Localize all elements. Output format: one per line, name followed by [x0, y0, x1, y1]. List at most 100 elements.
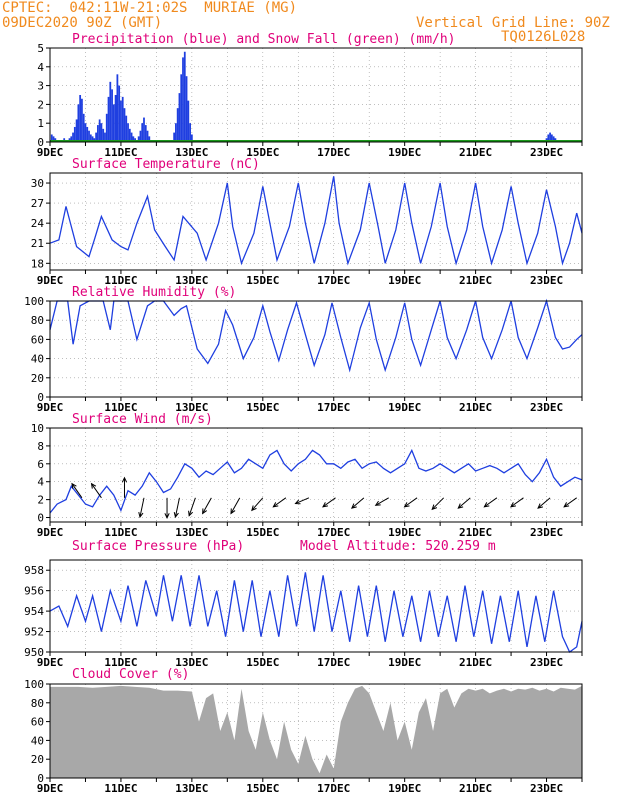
temp-ytick-label: 18: [31, 257, 44, 270]
precip-xtick-label: 17DEC: [317, 146, 350, 159]
wind-vector: [273, 497, 287, 508]
precip-bar: [95, 132, 97, 142]
pres-ytick-label: 954: [24, 605, 44, 618]
precip-bar: [144, 125, 147, 142]
rh-ytick-label: 20: [31, 372, 44, 385]
rh-xtick-label: 21DEC: [459, 401, 492, 414]
precip-xtick-label: 19DEC: [388, 146, 421, 159]
pres-ytick-label: 956: [24, 585, 44, 598]
precip-bar: [89, 134, 92, 142]
rh-frame: [49, 300, 583, 398]
precip-bar: [173, 132, 176, 142]
rh-title: Relative Humidity (%): [72, 285, 236, 300]
precip-bar: [111, 89, 113, 142]
precip-bar: [82, 113, 85, 142]
precip-bar: [91, 136, 94, 142]
temp-xtick-label: 21DEC: [459, 274, 492, 287]
temp-xtick-label: 17DEC: [317, 274, 350, 287]
pres-ytick-label: 958: [24, 564, 44, 577]
wind-vector-head: [188, 510, 194, 517]
wind-vector-head: [403, 502, 410, 508]
wind-vector-head: [351, 503, 357, 509]
precip-ytick-label: 3: [37, 80, 44, 93]
precip-bar: [175, 123, 177, 142]
header-run-time: 09DEC2020 90Z (GMT): [2, 15, 163, 31]
precip-bar: [70, 136, 73, 142]
wind-vector-head: [563, 502, 570, 508]
temp-title: Surface Temperature (nC): [72, 157, 260, 172]
cloud-panel: Cloud Cover (%) 0 20 40 60 80 100 9DEC 11DEC 13DE…: [24, 667, 583, 795]
temp-xtick-label: 11DEC: [104, 274, 137, 287]
cloud-frame: [49, 683, 583, 779]
precip-bar: [79, 95, 82, 142]
precip-bar: [146, 130, 149, 142]
precip-bar: [118, 85, 121, 142]
wind-panel: Surface Wind (m/s) 0 2 4 6 8 10 9DEC 11DEC 13DEC 1…: [31, 412, 583, 539]
pres-series-line: [49, 572, 583, 653]
wind-vector: [351, 497, 365, 509]
wind-ytick-label: 10: [31, 422, 44, 435]
precip-bar: [105, 113, 108, 142]
rh-ytick-label: 40: [31, 353, 44, 366]
wind-series-line: [49, 448, 583, 514]
cloud-ytick-label: 20: [31, 753, 44, 766]
precip-ytick-label: 5: [37, 42, 44, 55]
rh-ytick-label: 0: [37, 391, 44, 404]
precip-bar: [102, 128, 105, 142]
wind-vector-head: [457, 503, 464, 509]
precip-bar: [100, 123, 103, 142]
cloud-xtick-label: 23DEC: [530, 782, 563, 795]
precip-panel: Precipitation (blue) and Snow Fall (gree…: [37, 32, 583, 159]
pres-xtick-label: 15DEC: [246, 656, 279, 669]
wind-vector-head: [374, 500, 381, 506]
pres-frame: [49, 559, 583, 653]
wind-xtick-label: 21DEC: [459, 526, 492, 539]
wind-vector: [431, 497, 445, 510]
precip-bar: [550, 134, 553, 142]
precip-bar: [176, 108, 179, 142]
rh-xtick-label: 15DEC: [246, 401, 279, 414]
precip-ytick-label: 4: [37, 61, 44, 74]
wind-vector-head: [537, 503, 544, 509]
wind-xtick-label: 17DEC: [317, 526, 350, 539]
temp-ytick-label: 21: [31, 237, 44, 250]
rh-xtick-label: 19DEC: [388, 401, 421, 414]
temp-xtick-label: 13DEC: [175, 274, 208, 287]
temp-xtick-label: 19DEC: [388, 274, 421, 287]
wind-vector: [188, 497, 196, 516]
rh-series-line: [49, 298, 583, 373]
precip-bar: [72, 132, 74, 142]
precip-bar: [121, 96, 124, 142]
wind-vector: [484, 497, 498, 508]
cloud-title: Cloud Cover (%): [72, 667, 189, 682]
precip-bar: [125, 115, 128, 142]
cloud-ytick-label: 60: [31, 716, 44, 729]
cloud-ytick-label: 100: [24, 678, 44, 691]
pres-xtick-label: 13DEC: [175, 656, 208, 669]
precip-bar: [52, 136, 55, 142]
precip-xtick-label: 23DEC: [530, 146, 563, 159]
wind-vector-head: [431, 504, 438, 511]
precip-bar: [190, 134, 193, 142]
wind-vector-head: [138, 512, 144, 519]
temp-series-line: [49, 176, 583, 266]
wind-ytick-label: 0: [37, 512, 44, 525]
wind-vector-head: [164, 513, 170, 519]
cloud-area: [50, 685, 582, 778]
precip-bar: [180, 74, 183, 142]
wind-xtick-label: 9DEC: [37, 526, 64, 539]
precip-ytick-label: 1: [37, 117, 44, 130]
wind-vector-head: [230, 508, 236, 515]
precip-xtick-label: 21DEC: [459, 146, 492, 159]
pres-xtick-label: 19DEC: [388, 656, 421, 669]
wind-vector: [457, 497, 471, 509]
precip-bar: [88, 130, 90, 142]
precip-bar: [81, 98, 83, 142]
precip-bar: [148, 136, 151, 142]
precip-bar: [107, 96, 110, 142]
precip-bar: [137, 136, 140, 142]
rh-xtick-label: 17DEC: [317, 401, 350, 414]
pres-ytick-label: 950: [24, 646, 44, 659]
rh-ytick-label: 100: [24, 295, 44, 308]
wind-vector-head: [510, 502, 516, 508]
